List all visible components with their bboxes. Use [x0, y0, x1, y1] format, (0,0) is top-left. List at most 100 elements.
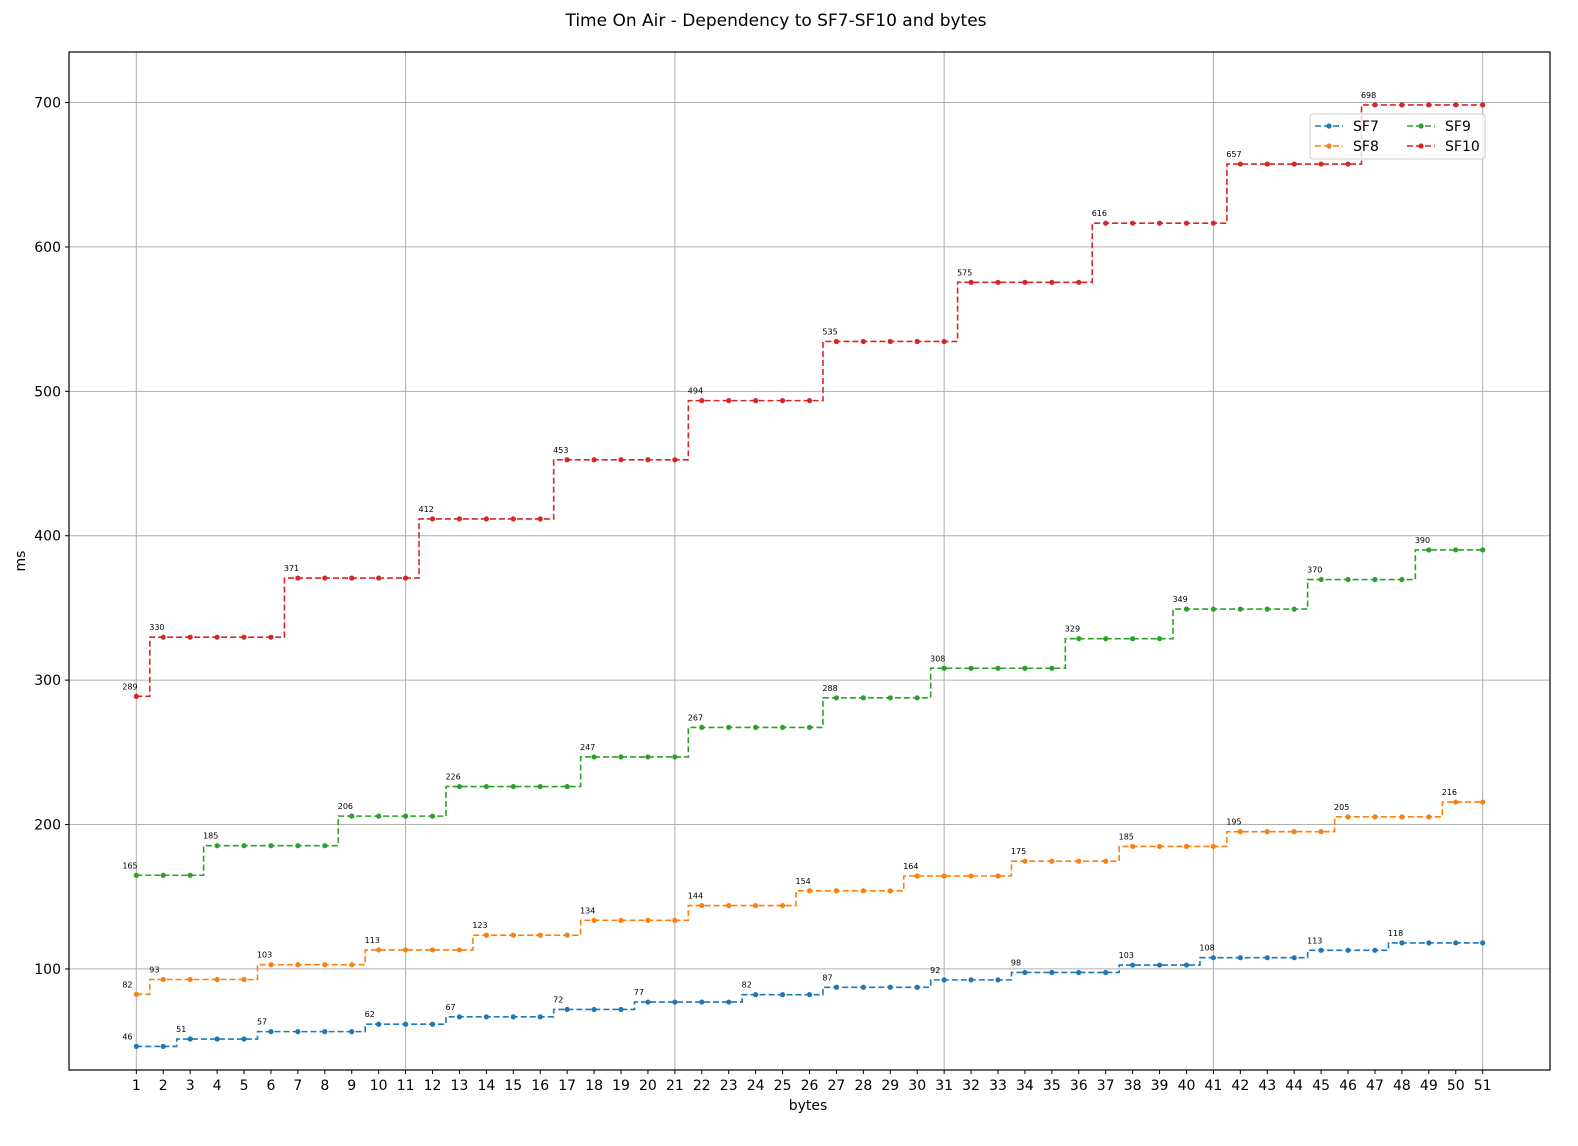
data-label-sf7: 62 — [365, 1010, 375, 1019]
x-tick-label: 50 — [1447, 1078, 1465, 1094]
data-point-sf9 — [295, 843, 301, 849]
data-label-sf10: 616 — [1092, 209, 1107, 218]
data-label-sf10: 657 — [1226, 150, 1241, 159]
plot-frame — [68, 51, 1551, 1071]
data-point-sf9 — [1183, 606, 1190, 612]
data-point-sf10 — [1210, 220, 1217, 226]
data-point-sf7 — [456, 1014, 463, 1020]
x-tick-label: 41 — [1204, 1078, 1222, 1094]
x-tick-label: 22 — [693, 1078, 711, 1094]
data-label-sf8: 164 — [903, 862, 918, 871]
data-point-sf9 — [753, 724, 759, 730]
data-point-sf9 — [779, 724, 786, 730]
data-point-sf7 — [429, 1021, 436, 1027]
data-label-sf10: 698 — [1361, 91, 1376, 100]
data-point-sf9 — [214, 843, 220, 849]
data-point-sf8 — [187, 976, 193, 983]
data-point-sf10 — [860, 338, 866, 345]
data-point-sf10 — [726, 398, 732, 404]
data-point-sf8 — [618, 917, 624, 923]
data-label-sf9: 185 — [203, 832, 218, 841]
data-point-sf9 — [672, 754, 678, 760]
x-tick-label: 17 — [558, 1078, 576, 1094]
data-point-sf9 — [968, 665, 974, 671]
data-point-sf10 — [456, 516, 463, 522]
x-tick-label: 9 — [347, 1078, 356, 1094]
data-label-sf9: 288 — [822, 684, 837, 693]
x-tick-label: 16 — [531, 1078, 549, 1094]
data-point-sf7 — [1372, 947, 1378, 953]
x-tick-label: 51 — [1474, 1078, 1492, 1094]
data-point-sf7 — [376, 1021, 382, 1027]
data-point-sf7 — [726, 999, 732, 1005]
x-tick-label: 48 — [1393, 1078, 1411, 1094]
data-point-sf10 — [1183, 220, 1190, 226]
x-tick-label: 31 — [935, 1078, 953, 1094]
data-point-sf10 — [914, 338, 920, 345]
data-point-sf8 — [887, 888, 893, 894]
data-point-sf10 — [753, 398, 759, 404]
data-point-sf7 — [295, 1029, 301, 1035]
data-label-sf8: 216 — [1442, 788, 1457, 797]
data-point-sf7 — [779, 992, 786, 998]
data-point-sf9 — [1399, 576, 1405, 583]
data-point-sf9 — [456, 783, 463, 790]
data-point-sf8 — [726, 902, 732, 909]
legend-marker-sf8 — [1326, 143, 1332, 149]
data-point-sf10 — [241, 634, 247, 640]
data-point-sf8 — [241, 976, 247, 983]
legend-marker-sf7 — [1326, 123, 1332, 129]
series-line-sf9 — [136, 549, 1483, 877]
x-tick-label: 36 — [1070, 1078, 1088, 1094]
data-point-sf9 — [241, 843, 247, 849]
data-point-sf10 — [618, 457, 624, 463]
x-tick-label: 44 — [1285, 1078, 1303, 1094]
y-axis-label: ms — [13, 551, 29, 572]
data-point-sf8 — [322, 962, 328, 968]
data-point-sf7 — [860, 984, 866, 990]
data-label-sf9: 308 — [930, 654, 945, 663]
x-tick-label: 1 — [132, 1078, 141, 1094]
data-point-sf9 — [833, 695, 840, 701]
data-point-sf7 — [1426, 940, 1432, 946]
data-point-sf7 — [995, 977, 1001, 983]
x-tick-label: 5 — [240, 1078, 249, 1094]
data-label-sf7: 92 — [930, 966, 940, 975]
x-tick-label: 12 — [424, 1078, 442, 1094]
data-point-sf9 — [1022, 665, 1028, 671]
data-point-sf7 — [968, 977, 974, 983]
x-tick-label: 23 — [720, 1078, 738, 1094]
data-label-sf9: 390 — [1415, 536, 1430, 545]
y-tick-label: 600 — [34, 240, 61, 256]
data-point-sf9 — [133, 872, 139, 878]
data-label-sf7: 113 — [1307, 936, 1322, 945]
data-point-sf10 — [1480, 102, 1486, 108]
y-tick-label: 200 — [34, 818, 61, 834]
x-tick-label: 7 — [293, 1078, 302, 1094]
data-point-sf8 — [860, 888, 866, 894]
data-point-sf7 — [1291, 955, 1297, 961]
legend-label-sf9: SF9 — [1445, 119, 1471, 135]
data-point-sf8 — [1399, 814, 1405, 820]
x-tick-label: 8 — [320, 1078, 329, 1094]
data-point-sf7 — [1345, 947, 1351, 953]
data-point-sf7 — [1156, 962, 1163, 968]
data-point-sf8 — [510, 932, 516, 938]
data-point-sf8 — [295, 962, 301, 968]
data-point-sf9 — [187, 872, 193, 878]
data-point-sf8 — [914, 873, 920, 879]
data-point-sf9 — [645, 754, 651, 760]
data-point-sf8 — [1022, 858, 1028, 864]
data-label-sf8: 134 — [580, 906, 595, 915]
data-point-sf8 — [483, 932, 489, 938]
legend-label-sf10: SF10 — [1445, 139, 1480, 155]
data-point-sf10 — [1318, 161, 1324, 167]
x-tick-label: 20 — [639, 1078, 657, 1094]
data-point-sf8 — [806, 888, 813, 894]
x-tick-label: 45 — [1312, 1078, 1330, 1094]
data-label-sf8: 144 — [688, 892, 703, 901]
data-point-sf7 — [1103, 969, 1109, 976]
data-point-sf9 — [349, 813, 355, 819]
data-point-sf7 — [1130, 962, 1136, 968]
data-label-sf9: 206 — [338, 802, 353, 811]
